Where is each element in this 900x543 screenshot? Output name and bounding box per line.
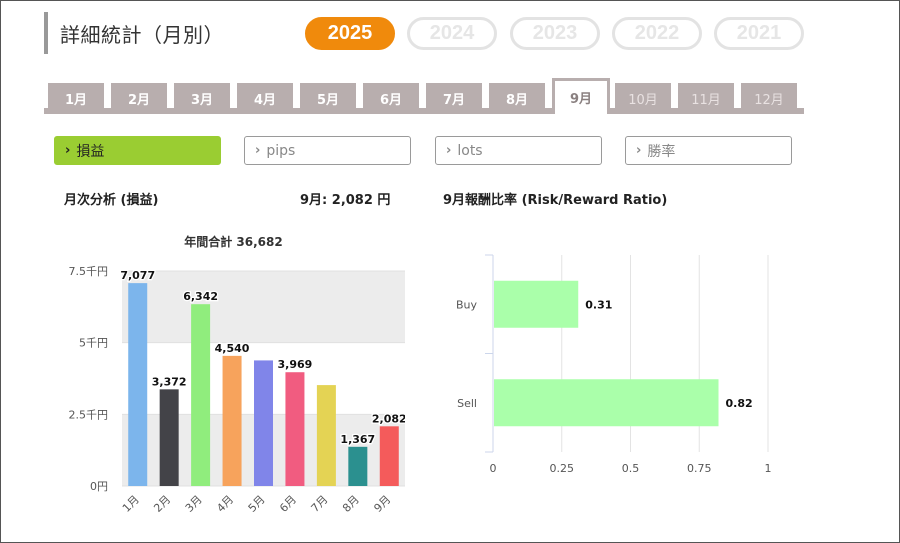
chart-title: 年間合計 36,682 — [184, 234, 283, 249]
rr-chart-header: 9月報酬比率 (Risk/Reward Ratio) — [443, 193, 668, 208]
data-label: 3,969 — [278, 358, 313, 371]
bar-1[interactable] — [128, 283, 148, 486]
tab-month-12: 12月 — [741, 83, 797, 113]
metric-button-3[interactable]: › 勝率 — [625, 136, 792, 165]
data-label: 3,372 — [152, 375, 187, 388]
x-tick-label: 0.75 — [687, 462, 712, 475]
tab-month-8[interactable]: 8月 — [489, 83, 545, 113]
data-label: 0.82 — [726, 397, 753, 410]
y-tick-label: 5千円 — [79, 337, 108, 350]
y-tick-label: 0円 — [90, 480, 108, 493]
chevron-right-icon: › — [65, 143, 71, 158]
y-tick-label: Buy — [456, 298, 478, 311]
current-month-value: 9月: 2,082 円 — [300, 193, 391, 208]
bar-4[interactable] — [222, 355, 242, 486]
bar-6[interactable] — [285, 372, 305, 486]
data-label: 7,077 — [120, 269, 155, 282]
bar-9[interactable] — [379, 426, 399, 486]
chevron-right-icon: › — [446, 143, 452, 158]
y-tick-label: 2.5千円 — [69, 408, 109, 421]
tab-month-1[interactable]: 1月 — [48, 83, 104, 113]
year-pill-2023[interactable]: 2023 — [510, 17, 600, 50]
grid-band — [122, 271, 405, 343]
x-tick-label: 3月 — [183, 493, 205, 515]
monthly-pnl-chart: 年間合計 36,682 0円 2.5千円 5千円 7.5千円 7,077 1月 3,372 2月… — [69, 234, 405, 515]
tab-month-11: 11月 — [678, 83, 734, 113]
tab-month-10: 10月 — [615, 83, 671, 113]
x-tick-label: 6月 — [277, 493, 299, 515]
tab-month-4[interactable]: 4月 — [237, 83, 293, 113]
x-tick-label: 8月 — [340, 493, 362, 515]
metric-button-label: pips — [266, 142, 296, 159]
tab-month-9[interactable]: 9月 — [552, 78, 610, 114]
metric-button-1[interactable]: › pips — [244, 136, 411, 165]
risk-reward-chart: 0 0.25 0.5 0.75 1 Buy 0.31 Sell 0.82 — [456, 254, 772, 475]
bar-buy[interactable] — [494, 280, 579, 328]
metric-button-0[interactable]: › 損益 — [54, 136, 221, 165]
tab-month-3[interactable]: 3月 — [174, 83, 230, 113]
bar-3[interactable] — [191, 304, 211, 486]
monthly-analysis-header: 月次分析 (損益) — [64, 193, 159, 208]
x-tick-label: 0.5 — [622, 462, 640, 475]
data-label: 1,367 — [340, 433, 375, 446]
bar-8[interactable] — [348, 446, 368, 486]
metric-button-label: lots — [457, 142, 483, 159]
month-tab-strip — [44, 108, 804, 114]
data-label: 0.31 — [585, 298, 612, 311]
year-pill-2022[interactable]: 2022 — [612, 17, 702, 50]
x-tick-label: 0.25 — [550, 462, 575, 475]
data-label: 2,082 — [372, 412, 405, 425]
y-tick-label: Sell — [457, 397, 477, 410]
year-pill-2025[interactable]: 2025 — [305, 17, 395, 50]
data-label: 4,540 — [215, 342, 250, 355]
bar-2[interactable] — [159, 389, 179, 486]
x-tick-label: 9月 — [371, 493, 393, 515]
tab-month-2[interactable]: 2月 — [111, 83, 167, 113]
bar-5[interactable] — [254, 360, 273, 486]
x-tick-label: 2月 — [151, 493, 173, 515]
chevron-right-icon: › — [255, 143, 261, 158]
x-tick-label: 5月 — [246, 493, 268, 515]
x-tick-label: 1 — [765, 462, 772, 475]
metric-button-2[interactable]: › lots — [435, 136, 602, 165]
x-tick-label: 0 — [490, 462, 497, 475]
tab-month-6[interactable]: 6月 — [363, 83, 419, 113]
data-label: 6,342 — [183, 290, 218, 303]
year-pill-2021[interactable]: 2021 — [714, 17, 804, 50]
x-tick-label: 4月 — [214, 493, 236, 515]
year-pill-2024[interactable]: 2024 — [407, 17, 497, 50]
bar-7[interactable] — [316, 385, 336, 486]
bar-sell[interactable] — [494, 379, 719, 427]
metric-button-label: 勝率 — [647, 143, 676, 160]
x-tick-label: 1月 — [120, 493, 142, 515]
y-tick-label: 7.5千円 — [69, 265, 109, 278]
chevron-right-icon: › — [636, 143, 642, 158]
tab-month-5[interactable]: 5月 — [300, 83, 356, 113]
tab-month-7[interactable]: 7月 — [426, 83, 482, 113]
x-tick-label: 7月 — [309, 493, 331, 515]
page-title: 詳細統計（月別） — [44, 12, 224, 54]
metric-button-label: 損益 — [76, 143, 105, 160]
